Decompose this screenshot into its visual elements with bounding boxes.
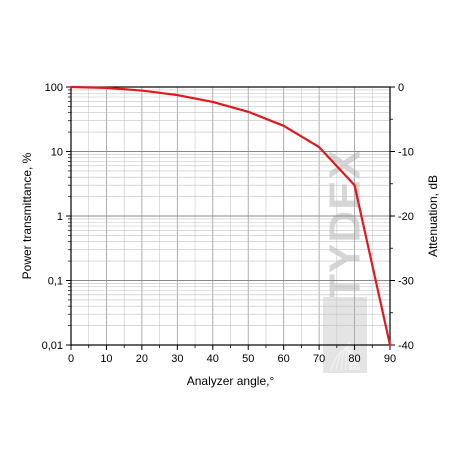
y-tick-label: 0,1 bbox=[48, 276, 63, 288]
watermark-logo-stroke bbox=[345, 345, 355, 371]
x-tick-label: 90 bbox=[384, 353, 396, 365]
y2-axis-title: Attenuation, dB bbox=[426, 175, 440, 257]
y2-tick-label: 0 bbox=[398, 82, 404, 94]
y-axis-title: Power transmittance, % bbox=[20, 152, 34, 279]
x-tick-label: 30 bbox=[171, 353, 183, 365]
y2-tick-label: -30 bbox=[398, 276, 414, 288]
x-tick-label: 40 bbox=[207, 353, 219, 365]
x-tick-label: 20 bbox=[136, 353, 148, 365]
y-tick-label: 10 bbox=[51, 147, 63, 159]
y2-tick-label: -20 bbox=[398, 211, 414, 223]
y-tick-label: 1 bbox=[57, 211, 63, 223]
x-axis-title: Analyzer angle,° bbox=[187, 374, 275, 388]
axes bbox=[66, 86, 395, 350]
x-tick-label: 80 bbox=[348, 353, 360, 365]
watermark-logo-stroke bbox=[330, 349, 361, 371]
x-tick-label: 50 bbox=[242, 353, 254, 365]
y2-tick-label: -10 bbox=[398, 147, 414, 159]
x-tick-label: 10 bbox=[100, 353, 112, 365]
labels-layer: 0 10 20 30 40 50 60 70 80 90 0,01 0,1 1 10 100 -40 -30 -2… bbox=[20, 82, 440, 388]
watermark-logo-stroke bbox=[347, 342, 357, 371]
x-tick-label: 60 bbox=[278, 353, 290, 365]
y2-tick-label: -40 bbox=[398, 340, 414, 352]
series-layer bbox=[69, 85, 392, 347]
x-tick-label: 70 bbox=[313, 353, 325, 365]
watermark-logo-block bbox=[323, 297, 367, 373]
watermark-text: TYDEX bbox=[321, 149, 370, 301]
y-tick-label: 100 bbox=[45, 82, 63, 94]
series-line-0 bbox=[69, 85, 392, 347]
grid bbox=[70, 87, 391, 346]
y-tick-label: 0,01 bbox=[42, 340, 63, 352]
x-tick-label: 0 bbox=[68, 353, 74, 365]
